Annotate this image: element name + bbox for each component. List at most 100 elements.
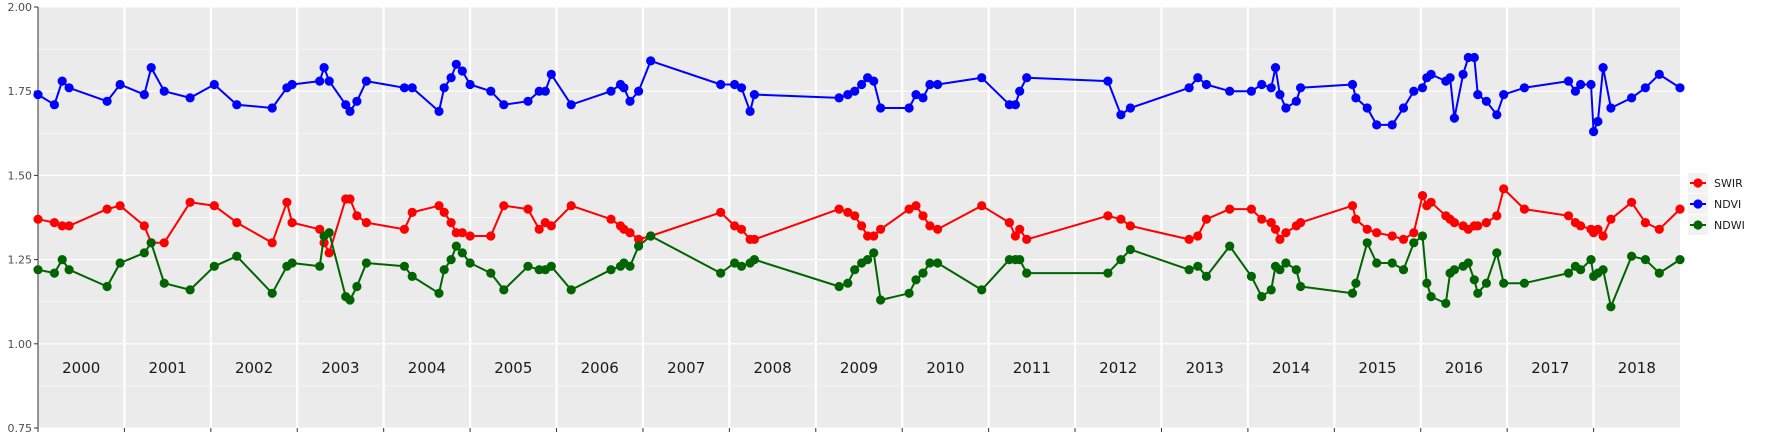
data-point-ndvi — [407, 83, 417, 93]
data-point-ndwi — [606, 265, 616, 275]
data-point-ndvi — [57, 76, 67, 86]
data-point-ndwi — [1225, 241, 1235, 251]
data-point-swir — [439, 207, 449, 217]
data-point-ndvi — [619, 83, 629, 93]
data-point-ndvi — [1640, 83, 1650, 93]
data-point-ndwi — [1627, 251, 1637, 261]
data-point-ndvi — [267, 103, 277, 113]
data-point-ndwi — [1266, 285, 1276, 295]
data-point-ndvi — [1296, 83, 1306, 93]
legend-key-point — [1693, 178, 1703, 188]
data-point-ndvi — [1257, 79, 1267, 90]
data-point-ndvi — [1372, 120, 1382, 130]
legend-item-ndwi: NDWI — [1688, 215, 1745, 235]
data-point-swir — [1499, 184, 1509, 194]
year-label: 2013 — [1186, 359, 1224, 377]
data-point-swir — [185, 197, 195, 207]
data-point-ndvi — [1445, 73, 1455, 83]
data-point-swir — [324, 248, 334, 258]
data-point-ndwi — [1563, 268, 1574, 278]
year-strip-labels: 2000 2001 2002 2003 2004 2005 2006 2007 2008 2009… — [62, 359, 1656, 377]
data-point-ndwi — [1398, 265, 1409, 275]
data-point-ndvi — [352, 96, 362, 106]
data-point-ndvi — [1116, 110, 1126, 120]
data-point-ndvi — [1266, 83, 1276, 93]
data-point-swir — [1225, 204, 1235, 214]
data-point-ndwi — [1481, 278, 1491, 288]
data-point-swir — [523, 204, 533, 214]
data-point-ndwi — [287, 258, 297, 268]
data-point-swir — [1257, 214, 1267, 224]
data-point-swir — [1275, 234, 1285, 244]
data-point-swir — [139, 221, 149, 231]
data-point-ndvi — [1184, 83, 1194, 93]
data-point-ndwi — [1275, 265, 1285, 275]
data-point-ndwi — [1640, 255, 1650, 265]
data-point-ndvi — [925, 79, 935, 90]
data-point-ndwi — [1103, 268, 1113, 278]
data-point-ndvi — [324, 76, 334, 86]
legend-label: SWIR — [1714, 177, 1743, 190]
year-label: 2005 — [494, 359, 532, 377]
data-point-swir — [1246, 204, 1256, 214]
data-point-ndwi — [863, 255, 873, 265]
data-point-ndwi — [1351, 278, 1361, 288]
data-point-swir — [1270, 224, 1281, 234]
data-point-ndvi — [1449, 113, 1459, 123]
data-point-ndwi — [1463, 258, 1473, 268]
data-point-swir — [1022, 234, 1032, 244]
data-point-ndwi — [1387, 258, 1397, 268]
data-point-ndvi — [1481, 96, 1491, 106]
y-tick-label: 1.25 — [8, 254, 33, 267]
data-point-ndwi — [925, 258, 935, 268]
data-point-ndvi — [634, 86, 644, 96]
year-label: 2018 — [1618, 359, 1656, 377]
data-point-swir — [1103, 211, 1113, 221]
data-point-ndvi — [977, 73, 987, 83]
data-point-swir — [1347, 201, 1358, 211]
series-ndwi — [33, 228, 1685, 312]
data-point-ndwi — [546, 261, 556, 271]
data-point-swir — [1010, 231, 1021, 241]
data-point-ndwi — [1441, 298, 1451, 308]
data-point-ndvi — [1225, 86, 1235, 96]
legend-key-point — [1693, 199, 1703, 209]
data-point-ndvi — [716, 79, 726, 90]
data-point-swir — [933, 224, 943, 234]
data-point-ndvi — [1586, 79, 1596, 90]
data-point-ndwi — [1449, 265, 1459, 275]
data-point-swir — [1417, 191, 1428, 201]
data-point-ndwi — [1473, 288, 1483, 298]
data-point-ndwi — [1246, 271, 1256, 281]
data-point-swir — [345, 194, 355, 204]
data-point-ndwi — [736, 261, 747, 271]
data-point-swir — [1593, 224, 1603, 234]
data-point-ndwi — [57, 255, 67, 265]
data-point-ndvi — [1627, 93, 1637, 103]
data-point-ndvi — [439, 83, 449, 93]
data-point-ndvi — [287, 79, 297, 90]
data-point-swir — [446, 218, 456, 228]
data-point-swir — [1266, 218, 1276, 228]
data-point-ndwi — [1347, 288, 1358, 298]
data-point-ndvi — [736, 83, 747, 93]
data-point-swir — [1481, 218, 1491, 228]
data-point-ndvi — [1125, 103, 1135, 113]
data-point-ndvi — [1563, 76, 1574, 86]
data-point-ndvi — [341, 100, 351, 110]
data-point-ndvi — [1654, 69, 1664, 79]
data-point-swir — [1372, 228, 1382, 238]
data-point-ndwi — [1409, 238, 1419, 248]
data-point-ndwi — [716, 268, 726, 278]
data-point-ndvi — [139, 90, 149, 100]
data-point-ndvi — [1499, 90, 1509, 100]
data-point-swir — [1598, 231, 1608, 241]
data-point-swir — [1387, 231, 1397, 241]
data-point-swir — [857, 221, 867, 231]
data-point-swir — [64, 221, 74, 231]
data-point-ndvi — [146, 63, 156, 73]
legend-item-swir: SWIR — [1688, 173, 1743, 193]
data-point-ndwi — [465, 258, 475, 268]
data-point-ndvi — [1417, 83, 1428, 93]
data-point-swir — [1004, 218, 1015, 228]
